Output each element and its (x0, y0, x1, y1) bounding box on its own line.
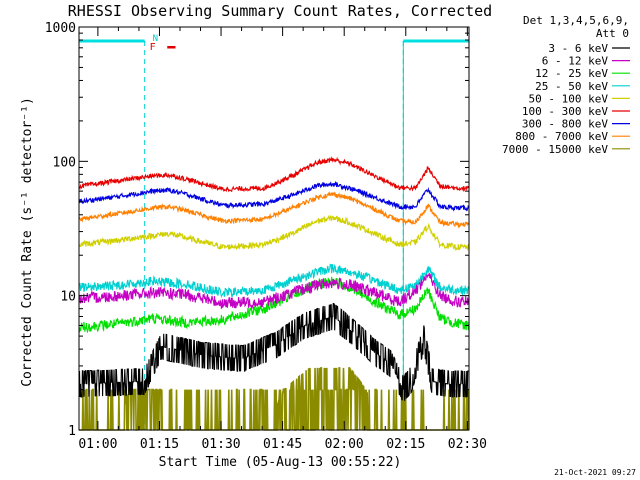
series-300-800-kev (78, 181, 470, 212)
x-tick-label: 02:00 (325, 437, 364, 452)
x-axis-label: Start Time (05-Aug-13 00:55:22) (159, 455, 402, 470)
legend-label: 7000 - 15000 keV (502, 143, 608, 156)
series-layer (78, 155, 470, 431)
legend-label: 6 - 12 keV (542, 55, 609, 68)
x-tick-label: 02:15 (386, 437, 425, 452)
series-6-12-kev (78, 272, 470, 310)
series-12-25-kev (78, 276, 469, 334)
series-800-7000-kev (78, 191, 470, 229)
flare-flag: F (150, 42, 156, 53)
series-100-300-kev (78, 155, 470, 193)
x-tick-label: 01:45 (263, 437, 302, 452)
night-flag: N (153, 34, 158, 44)
legend-header-1: Det 1,3,4,5,6,9, (523, 14, 629, 27)
series-3-6-kev (78, 303, 469, 401)
x-tick-label: 01:15 (140, 437, 179, 452)
night-bar (79, 39, 145, 43)
legend-label: 12 - 25 keV (535, 67, 608, 80)
chart-title: RHESSI Observing Summary Count Rates, Co… (68, 2, 492, 20)
x-tick-label: 01:30 (201, 437, 240, 452)
series-25-50-kev (78, 263, 470, 299)
night-bars (79, 39, 469, 430)
y-tick-label: 1000 (45, 21, 76, 36)
flags: NF (150, 34, 176, 53)
legend-label: 3 - 6 keV (548, 42, 608, 55)
legend-label: 25 - 50 keV (535, 80, 608, 93)
legend-label: 300 - 800 keV (522, 118, 608, 131)
legend-header-2: Att 0 (596, 27, 629, 40)
x-tick-label: 01:00 (78, 437, 117, 452)
plot-frame (78, 26, 470, 431)
y-tick-label: 1 (68, 424, 76, 439)
timestamp: 21-Oct-2021 09:27 (554, 468, 636, 477)
series-50-100-kev (78, 214, 470, 252)
x-tick-label: 02:30 (448, 437, 487, 452)
y-tick-label: 100 (53, 155, 76, 170)
y-axis-label: Corrected Count Rate (s⁻¹ detector⁻¹) (20, 97, 35, 387)
y-tick-label: 10 (60, 290, 76, 305)
night-bar (403, 39, 469, 43)
x-axis: 01:00 01:15 01:30 01:45 02:00 02:15 02:30 (78, 27, 487, 452)
legend-label: 800 - 7000 keV (515, 130, 608, 143)
flare-bar (167, 46, 176, 49)
y-axis: 1000 100 10 1 (45, 21, 469, 439)
legend-label: 100 - 300 keV (522, 105, 608, 118)
legend-label: 50 - 100 keV (529, 92, 609, 105)
